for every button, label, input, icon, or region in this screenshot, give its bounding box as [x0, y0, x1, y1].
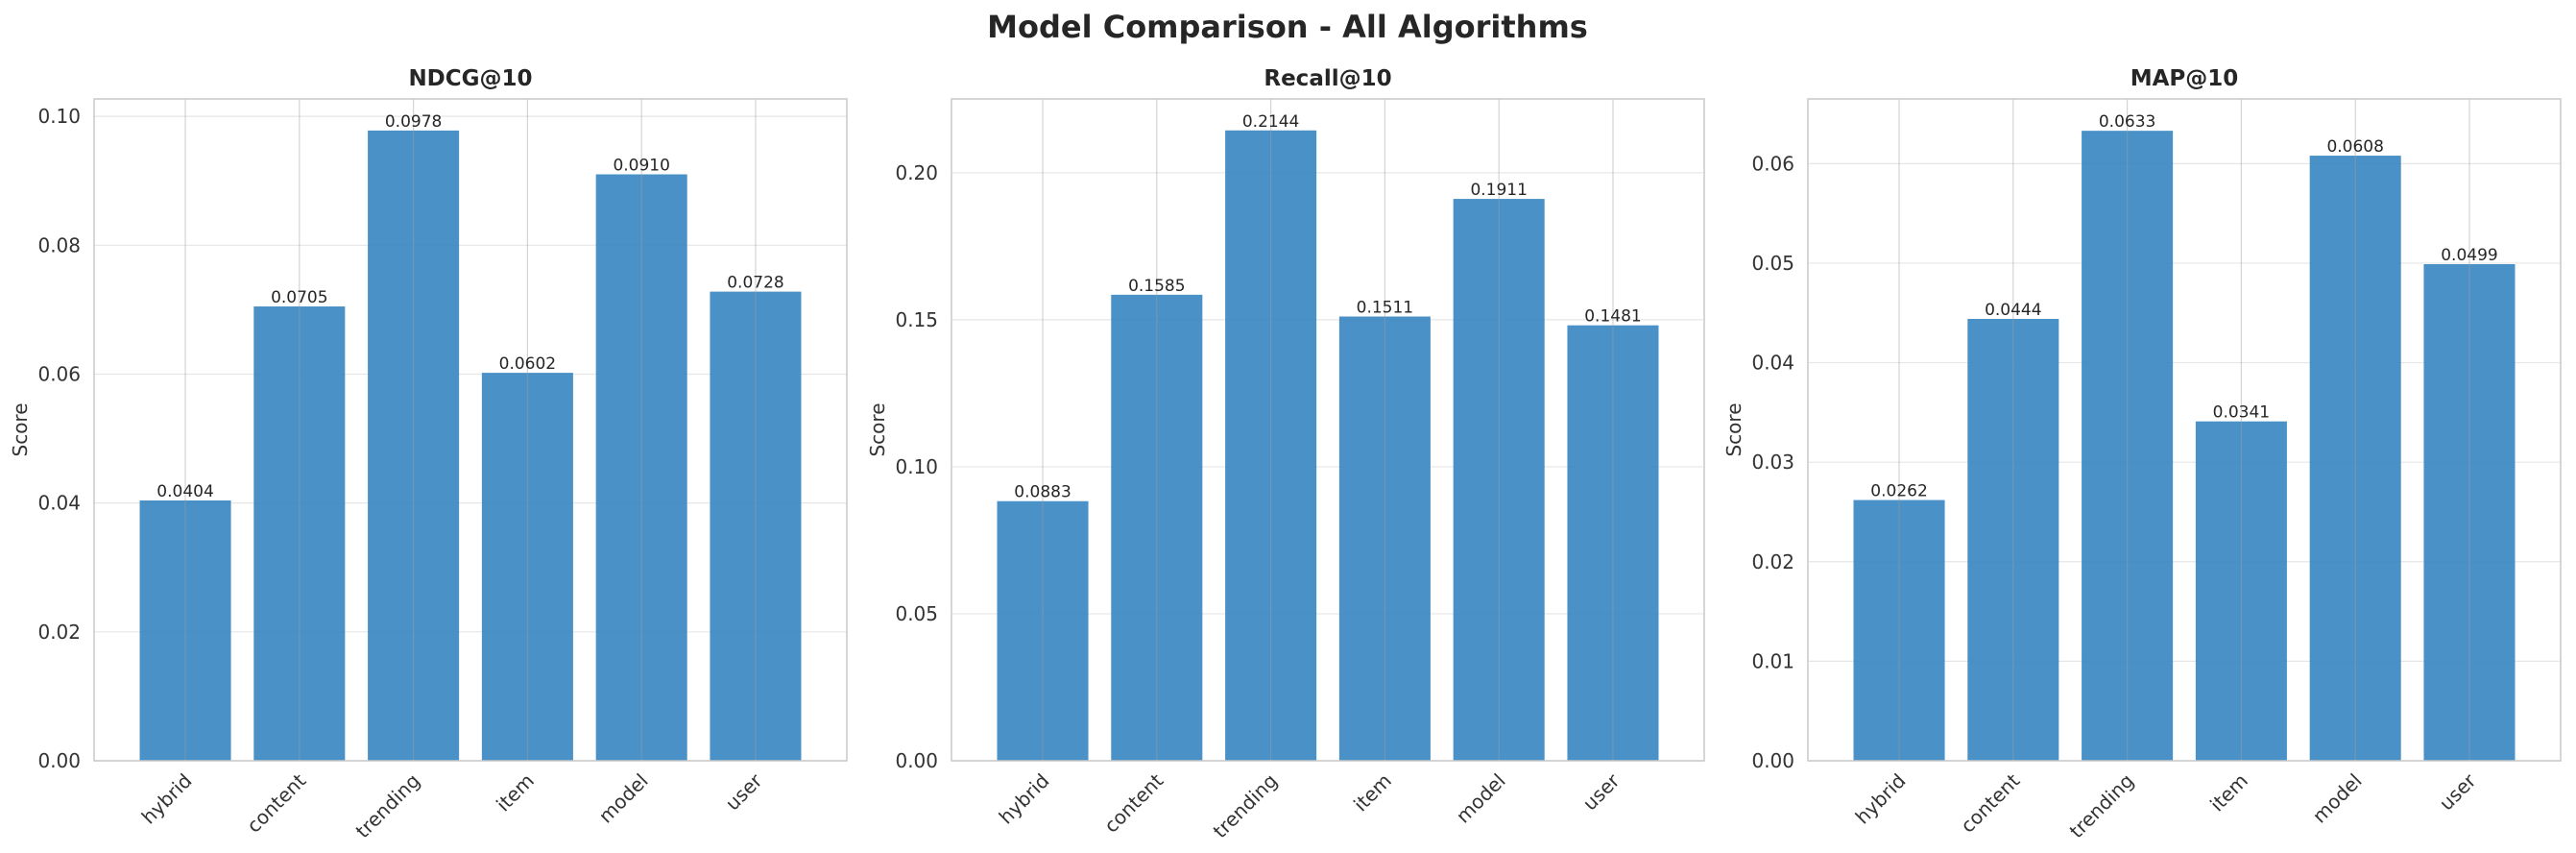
bar-model — [2309, 156, 2401, 762]
x-tick-label-hybrid: hybrid — [137, 769, 197, 829]
bar-content — [253, 306, 346, 761]
bar-trending — [368, 130, 460, 761]
y-tick-label: 0.20 — [895, 161, 938, 184]
bar-item — [2195, 421, 2287, 761]
data-label-user: 0.0728 — [727, 274, 783, 293]
x-tick-label-trending: trending — [1209, 769, 1283, 843]
chart-panel-3: 0.0262 0.0444 0.0633 0.0341 0.0608 0.0499 0.00… — [1722, 66, 2562, 843]
y-tick-label: 0.06 — [37, 362, 81, 385]
bar-hybrid — [1853, 500, 1945, 761]
bar-model — [595, 174, 687, 762]
x-tick-label-item: item — [2205, 769, 2252, 816]
data-label-hybrid: 0.0404 — [156, 482, 213, 501]
y-tick-label: 0.04 — [37, 492, 81, 515]
y-tick-label: 0.01 — [1751, 649, 1794, 672]
bar-hybrid — [997, 500, 1089, 761]
y-tick-label: 0.03 — [1751, 451, 1794, 474]
y-tick-label: 0.00 — [1751, 749, 1794, 772]
y-tick-label: 0.00 — [37, 749, 81, 772]
data-label-trending: 0.2144 — [1242, 112, 1299, 132]
plot-frame — [1807, 98, 2562, 762]
y-tick-label: 0.02 — [1751, 550, 1794, 573]
data-label-hybrid: 0.0262 — [1870, 482, 1927, 501]
bar-trending — [1225, 130, 1317, 761]
x-tick-label-hybrid: hybrid — [1851, 769, 1911, 829]
y-tick-label: 0.06 — [1751, 152, 1794, 175]
data-label-content: 0.0705 — [271, 288, 327, 307]
x-tick-label-item: item — [1349, 769, 1396, 816]
x-tick-label-content: content — [242, 768, 310, 837]
y-tick-label: 0.04 — [1751, 352, 1794, 375]
bar-content — [1111, 294, 1203, 761]
chart-title: MAP@10 — [2131, 66, 2239, 91]
bar-hybrid — [139, 500, 231, 761]
y-tick-label: 0.05 — [1751, 252, 1794, 275]
x-tick-label-item: item — [492, 769, 539, 816]
plot-frame — [93, 98, 848, 762]
y-tick-label: 0.10 — [37, 105, 81, 128]
data-label-model: 0.0608 — [2326, 137, 2383, 157]
x-tick-label-model: model — [2308, 769, 2367, 828]
data-label-hybrid: 0.0883 — [1014, 483, 1071, 502]
x-tick-label-content: content — [1956, 768, 2024, 837]
y-tick-label: 0.10 — [895, 455, 938, 478]
y-tick-label: 0.00 — [895, 749, 938, 772]
bar-user — [2423, 263, 2516, 761]
bar-item — [1338, 316, 1431, 761]
data-label-model: 0.1911 — [1470, 181, 1527, 200]
bar-item — [481, 373, 573, 761]
bar-content — [1967, 318, 2059, 761]
chart-panel-1: 0.0404 0.0705 0.0978 0.0602 0.0910 0.0728 0.00… — [9, 66, 848, 843]
bar-trending — [2082, 131, 2174, 761]
x-tick-label-user: user — [2435, 768, 2481, 815]
data-label-content: 0.1585 — [1128, 277, 1185, 296]
y-tick-label: 0.02 — [37, 621, 81, 644]
x-tick-label-content: content — [1099, 768, 1168, 837]
data-label-model: 0.0910 — [613, 156, 669, 175]
bar-model — [1453, 199, 1545, 761]
data-label-content: 0.0444 — [1985, 301, 2041, 320]
x-tick-label-trending: trending — [351, 769, 425, 843]
chart-panel-2: 0.0883 0.1585 0.2144 0.1511 0.1911 0.1481 0.00… — [866, 66, 1705, 843]
y-tick-label: 0.05 — [895, 602, 938, 625]
y-tick-label: 0.08 — [37, 233, 81, 256]
bar-user — [710, 291, 802, 761]
data-label-trending: 0.0978 — [385, 112, 442, 132]
y-axis-label: Score — [866, 402, 889, 456]
bar-user — [1567, 325, 1659, 761]
x-tick-label-user: user — [721, 768, 767, 815]
x-tick-label-model: model — [1452, 769, 1510, 828]
data-label-item: 0.1511 — [1357, 299, 1413, 318]
y-tick-label: 0.15 — [895, 308, 938, 331]
chart-title: Recall@10 — [1264, 66, 1391, 91]
x-tick-label-trending: trending — [2065, 769, 2139, 843]
y-axis-label: Score — [9, 402, 32, 456]
data-label-user: 0.1481 — [1584, 307, 1641, 327]
data-label-user: 0.0499 — [2441, 246, 2497, 265]
x-tick-label-hybrid: hybrid — [995, 769, 1054, 829]
y-axis-label: Score — [1722, 402, 1745, 456]
x-tick-label-user: user — [1578, 768, 1625, 815]
plot-frame — [951, 98, 1705, 762]
data-label-item: 0.0341 — [2213, 403, 2270, 423]
x-tick-label-model: model — [594, 769, 653, 828]
figure-title: Model Comparison - All Algorithms — [987, 9, 1588, 45]
chart-title: NDCG@10 — [408, 66, 532, 91]
data-label-item: 0.0602 — [499, 354, 556, 374]
data-label-trending: 0.0633 — [2099, 112, 2155, 132]
